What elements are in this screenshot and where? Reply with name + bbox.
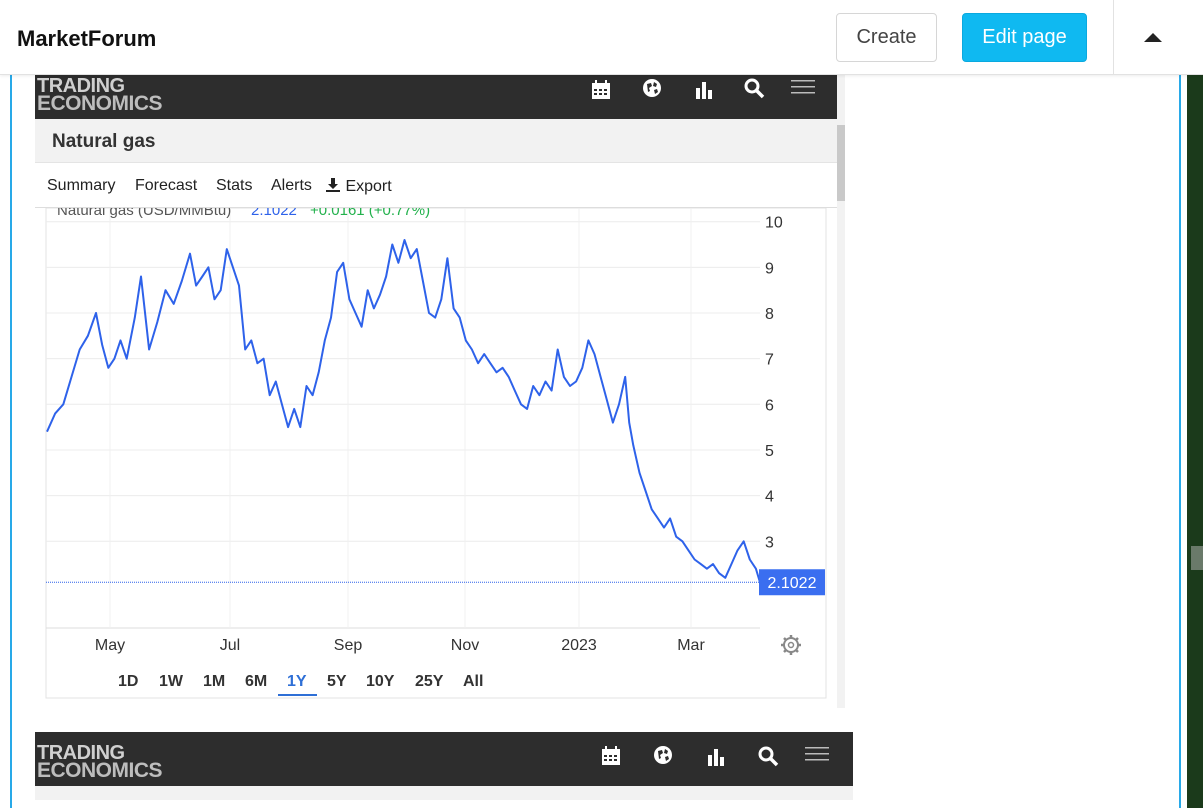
y-axis: 10 9 8 7 6 5 4 3 — [765, 215, 783, 552]
create-button[interactable]: Create — [836, 13, 937, 62]
range-5y[interactable]: 5Y — [327, 673, 347, 690]
settings-gear-icon[interactable] — [781, 635, 801, 655]
calendar-icon[interactable] — [599, 744, 623, 768]
x-tick-label: May — [95, 637, 125, 654]
widget-scrollbar[interactable] — [837, 75, 845, 708]
page-scrollbar-thumb[interactable] — [1191, 546, 1203, 570]
trading-economics-header-2: TRADING ECONOMICS — [35, 732, 853, 786]
download-icon — [326, 178, 340, 192]
content-frame-left-border — [10, 75, 12, 808]
x-tick-label: 2023 — [561, 637, 597, 654]
x-tick-label: Jul — [220, 637, 240, 654]
active-range-indicator — [278, 694, 317, 696]
trading-economics-header: TRADING ECONOMICS — [35, 75, 837, 119]
widget-title: Natural gas — [52, 131, 156, 152]
y-tick-label: 3 — [765, 534, 774, 551]
y-tick-label: 5 — [765, 443, 774, 460]
trading-economics-logo-2[interactable]: TRADING ECONOMICS — [37, 742, 163, 782]
site-title[interactable]: MarketForum — [17, 26, 157, 51]
search-icon[interactable] — [756, 744, 780, 768]
chart-area — [45, 207, 827, 699]
last-value-label: 2.1022 — [768, 575, 817, 592]
chart-grid — [46, 208, 760, 629]
tab-summary[interactable]: Summary — [47, 177, 116, 194]
range-1d[interactable]: 1D — [118, 673, 139, 690]
widget-title-bar: Natural gas — [35, 119, 837, 163]
tab-stats[interactable]: Stats — [216, 177, 253, 194]
range-6m[interactable]: 6M — [245, 673, 268, 690]
x-tick-label: Mar — [677, 637, 705, 654]
y-tick-label: 8 — [765, 306, 774, 323]
bar-chart-icon[interactable] — [704, 745, 728, 769]
content-frame-right-border — [1179, 75, 1181, 808]
y-tick-label: 9 — [765, 260, 774, 277]
caret-up-icon — [1143, 33, 1162, 42]
range-1y[interactable]: 1Y — [287, 673, 307, 690]
menu-icon[interactable] — [803, 742, 831, 766]
x-axis: May Jul Sep Nov 2023 Mar — [95, 637, 706, 654]
globe-icon[interactable] — [651, 743, 675, 767]
y-tick-label: 10 — [765, 215, 783, 232]
y-tick-label: 6 — [765, 397, 774, 414]
trading-economics-logo[interactable]: TRADING ECONOMICS — [37, 75, 163, 115]
calendar-icon[interactable] — [589, 78, 613, 102]
widget-scrollbar-thumb[interactable] — [837, 125, 845, 201]
last-value-badge — [759, 569, 825, 596]
menu-icon[interactable] — [789, 75, 817, 99]
tab-alerts[interactable]: Alerts — [271, 177, 312, 194]
tab-export-label: Export — [345, 178, 392, 195]
range-1w[interactable]: 1W — [159, 673, 183, 690]
y-tick-label: 7 — [765, 352, 774, 369]
range-1m[interactable]: 1M — [203, 673, 226, 690]
x-tick-label: Nov — [451, 637, 479, 654]
range-10y[interactable]: 10Y — [366, 673, 395, 690]
widget-2-title-bar — [35, 786, 853, 800]
natural-gas-line — [46, 239, 761, 583]
edit-page-button[interactable]: Edit page — [962, 13, 1087, 62]
range-25y[interactable]: 25Y — [415, 673, 444, 690]
tab-forecast[interactable]: Forecast — [135, 177, 198, 194]
page-scrollbar[interactable] — [1187, 0, 1203, 808]
widget-tabs: Summary Forecast Stats Alerts Export — [35, 163, 837, 208]
y-tick-label: 4 — [765, 489, 774, 506]
collapse-button[interactable] — [1113, 0, 1191, 75]
globe-icon[interactable] — [640, 76, 664, 100]
search-icon[interactable] — [742, 76, 766, 100]
top-bar: MarketForum Create Edit page — [0, 0, 1203, 75]
tab-export[interactable]: Export — [325, 177, 392, 196]
bar-chart-icon[interactable] — [692, 78, 716, 102]
range-all[interactable]: All — [463, 673, 484, 690]
x-tick-label: Sep — [334, 637, 363, 654]
